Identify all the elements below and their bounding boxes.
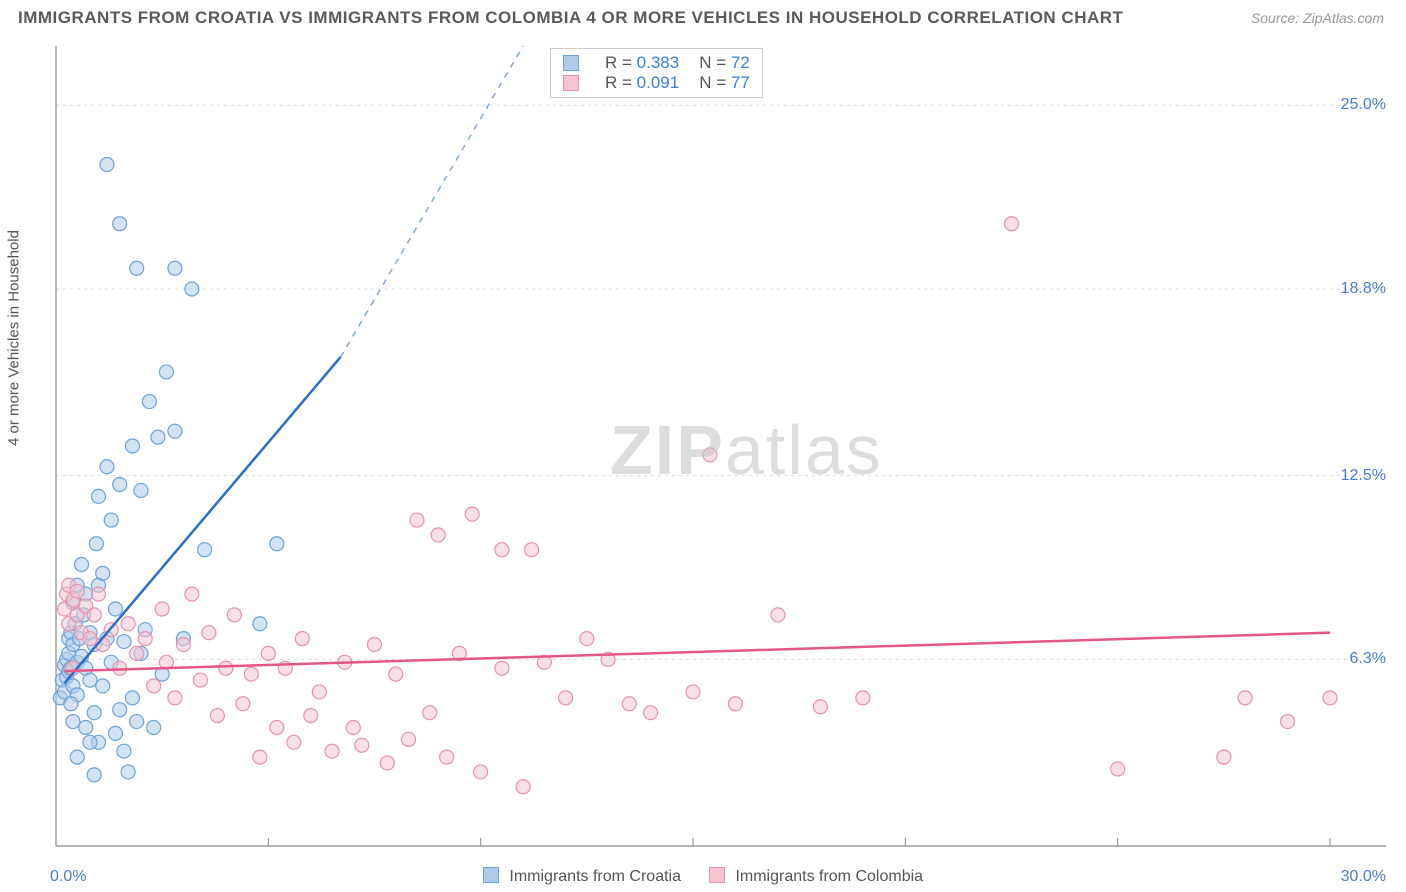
n-label: N = [699, 53, 726, 72]
stats-row-colombia: R = 0.091 N = 77 [563, 73, 750, 93]
y-axis-label: 4 or more Vehicles in Household [6, 230, 23, 446]
r-label: R = [605, 53, 632, 72]
r-label: R = [605, 73, 632, 92]
r-value-colombia: 0.091 [637, 73, 680, 92]
scatter-chart-svg [50, 40, 1390, 852]
legend-label-croatia: Immigrants from Croatia [509, 868, 681, 885]
legend-item-croatia: Immigrants from Croatia [483, 867, 681, 886]
n-label: N = [699, 73, 726, 92]
y-tick-label: 25.0% [1341, 96, 1386, 114]
source-attribution: Source: ZipAtlas.com [1251, 10, 1384, 26]
plot-area: ZIPatlas R = 0.383 N = 72 R = 0.091 N = … [50, 40, 1390, 852]
stats-swatch-croatia [563, 55, 579, 71]
n-value-croatia: 72 [731, 53, 750, 72]
y-tick-label: 6.3% [1350, 650, 1386, 668]
y-tick-label: 12.5% [1341, 467, 1386, 485]
r-value-croatia: 0.383 [637, 53, 680, 72]
legend-swatch-colombia [709, 867, 725, 883]
chart-container: IMMIGRANTS FROM CROATIA VS IMMIGRANTS FR… [0, 0, 1406, 892]
y-tick-label: 18.8% [1341, 280, 1386, 298]
chart-title: IMMIGRANTS FROM CROATIA VS IMMIGRANTS FR… [18, 8, 1123, 28]
stats-row-croatia: R = 0.383 N = 72 [563, 53, 750, 73]
legend-item-colombia: Immigrants from Colombia [709, 867, 923, 886]
bottom-legend: Immigrants from Croatia Immigrants from … [0, 867, 1406, 886]
stats-swatch-colombia [563, 75, 579, 91]
legend-label-colombia: Immigrants from Colombia [735, 868, 923, 885]
stats-box: R = 0.383 N = 72 R = 0.091 N = 77 [550, 48, 763, 98]
n-value-colombia: 77 [731, 73, 750, 92]
legend-swatch-croatia [483, 867, 499, 883]
